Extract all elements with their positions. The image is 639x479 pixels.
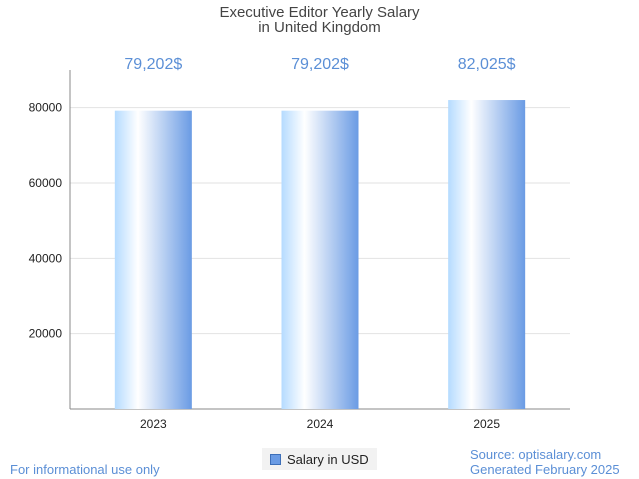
chart-title: Executive Editor Yearly Salary bbox=[219, 4, 420, 21]
legend-swatch bbox=[270, 453, 281, 465]
chart-subtitle: in United Kingdom bbox=[258, 19, 381, 36]
y-tick-label: 80000 bbox=[29, 101, 63, 115]
data-label: 82,025$ bbox=[458, 56, 516, 73]
bar bbox=[281, 110, 359, 409]
legend-label: Salary in USD bbox=[287, 451, 369, 467]
y-tick-label: 60000 bbox=[29, 176, 63, 190]
x-tick-label: 2023 bbox=[140, 417, 167, 431]
bar bbox=[114, 110, 192, 409]
x-tick-label: 2024 bbox=[307, 417, 334, 431]
legend: Salary in USD bbox=[262, 448, 377, 470]
generated-text: Generated February 2025 bbox=[470, 462, 620, 477]
source-text: Source: optisalary.com bbox=[470, 447, 602, 462]
disclaimer-text: For informational use only bbox=[10, 462, 160, 477]
y-tick-label: 20000 bbox=[29, 327, 63, 341]
data-label: 79,202$ bbox=[124, 56, 182, 73]
data-label: 79,202$ bbox=[291, 56, 349, 73]
bar bbox=[448, 100, 526, 409]
x-tick-label: 2025 bbox=[473, 417, 500, 431]
y-tick-label: 40000 bbox=[29, 251, 63, 265]
